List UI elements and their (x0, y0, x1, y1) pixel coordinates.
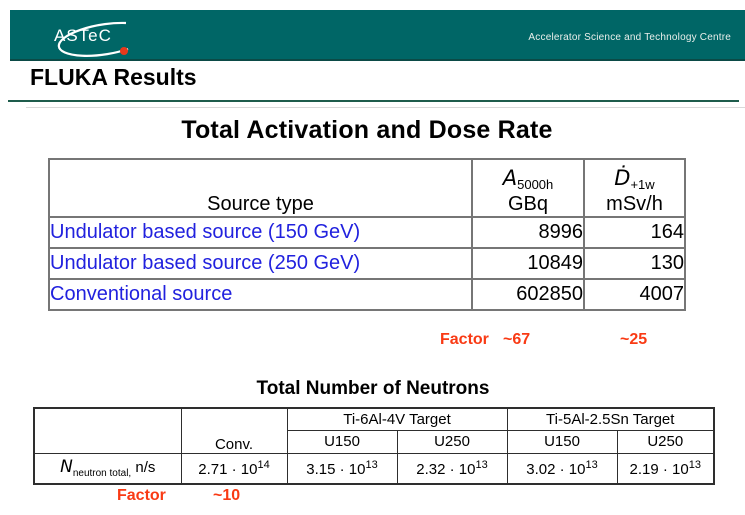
neutron-empty-corner-cell (33, 407, 182, 454)
activation-factor-value: ~67 (503, 331, 531, 348)
neutron-data-row: Nneutron total, n/s 2.71 · 1014 3.15 · 1… (33, 452, 715, 485)
neutron-row-label: Nneutron total, n/s (33, 452, 182, 485)
dose-value-cell: 164 (583, 216, 686, 249)
title-divider-faint (26, 107, 745, 108)
activation-value-cell: 602850 (471, 278, 585, 311)
logo-ellipse-icon (57, 21, 129, 57)
activation-subscript: 5000h (517, 177, 554, 192)
activation-value-cell: 8996 (471, 216, 585, 249)
table-row: Undulator based source (250 GeV) 10849 1… (48, 247, 686, 280)
value-exponent: 13 (688, 458, 701, 471)
value-exponent: 13 (475, 458, 488, 471)
activation-unit: GBq (507, 193, 549, 215)
neutron-subscript: neutron total, (72, 468, 132, 480)
neutron-value-cell: 3.15 · 1013 (286, 452, 398, 485)
activation-header-row: Source type A5000h GBq Ḋ+1w mSv/h (48, 158, 686, 218)
column-header-source-type: Source type (48, 158, 473, 218)
value-mantissa: 3.15 · 10 (306, 460, 366, 478)
org-name: Accelerator Science and Technology Centr… (528, 32, 731, 43)
target-group-header-ti6al4v: Ti-6Al-4V Target (286, 407, 508, 431)
neutron-table: Conv. Ti-6Al-4V Target Ti-5Al-2.5Sn Targ… (33, 407, 715, 485)
neutron-factor-value: ~10 (213, 487, 241, 504)
dose-symbol-line: Ḋ+1w (585, 166, 684, 192)
value-exponent: 14 (257, 458, 270, 471)
dose-value-cell: 130 (583, 247, 686, 280)
conv-column-header: Conv. (180, 407, 288, 454)
value-mantissa: 2.19 · 10 (629, 460, 689, 478)
dose-factor-value: ~25 (620, 331, 648, 348)
value-exponent: 13 (585, 458, 598, 471)
activation-value-cell: 10849 (471, 247, 585, 280)
subheader-u250: U250 (396, 429, 508, 454)
neutron-value-cell: 2.19 · 1013 (616, 452, 715, 485)
dose-value-cell: 4007 (583, 278, 686, 311)
value-exponent: 13 (365, 458, 378, 471)
dose-rate-symbol: Ḋ (614, 166, 631, 190)
table-row: Undulator based source (150 GeV) 8996 16… (48, 216, 686, 249)
neutron-factor-label: Factor (117, 487, 166, 504)
dose-rate-subscript: +1w (630, 177, 655, 192)
logo-text: ASTeC (54, 26, 112, 45)
subheader-u150: U150 (286, 429, 398, 454)
source-type-cell: Conventional source (48, 278, 473, 311)
neutron-table-title: Total Number of Neutrons (256, 378, 490, 399)
value-mantissa: 2.71 · 10 (198, 460, 258, 478)
title-divider (8, 100, 739, 102)
page-title: FLUKA Results (30, 64, 197, 90)
header-banner: ASTeC Accelerator Science and Technology… (10, 10, 745, 61)
activation-symbol-line: A5000h (473, 166, 583, 192)
activation-table: Source type A5000h GBq Ḋ+1w mSv/h Undula… (48, 158, 686, 311)
dose-rate-unit: mSv/h (606, 193, 663, 215)
column-header-activation: A5000h GBq (471, 158, 585, 218)
value-mantissa: 3.02 · 10 (526, 460, 586, 478)
activation-table-title: Total Activation and Dose Rate (181, 116, 553, 144)
column-header-dose-rate: Ḋ+1w mSv/h (583, 158, 686, 218)
subheader-u150: U150 (506, 429, 618, 454)
neutron-unit: n/s (131, 459, 156, 477)
value-mantissa: 2.32 · 10 (416, 460, 476, 478)
source-type-cell: Undulator based source (150 GeV) (48, 216, 473, 249)
source-type-cell: Undulator based source (250 GeV) (48, 247, 473, 280)
activation-factor-label: Factor (440, 331, 489, 348)
neutron-value-cell: 2.71 · 1014 (180, 452, 288, 485)
table-row: Conventional source 602850 4007 (48, 278, 686, 311)
subheader-u250: U250 (616, 429, 715, 454)
astec-logo: ASTeC (28, 16, 144, 58)
neutron-value-cell: 3.02 · 1013 (506, 452, 618, 485)
activation-symbol: A (502, 166, 518, 190)
neutron-symbol: N (60, 457, 73, 478)
neutron-value-cell: 2.32 · 1013 (396, 452, 508, 485)
logo-dot-icon (120, 47, 128, 55)
target-group-header-ti5al25sn: Ti-5Al-2.5Sn Target (506, 407, 715, 431)
neutron-group-header-row: Conv. Ti-6Al-4V Target Ti-5Al-2.5Sn Targ… (33, 407, 715, 454)
